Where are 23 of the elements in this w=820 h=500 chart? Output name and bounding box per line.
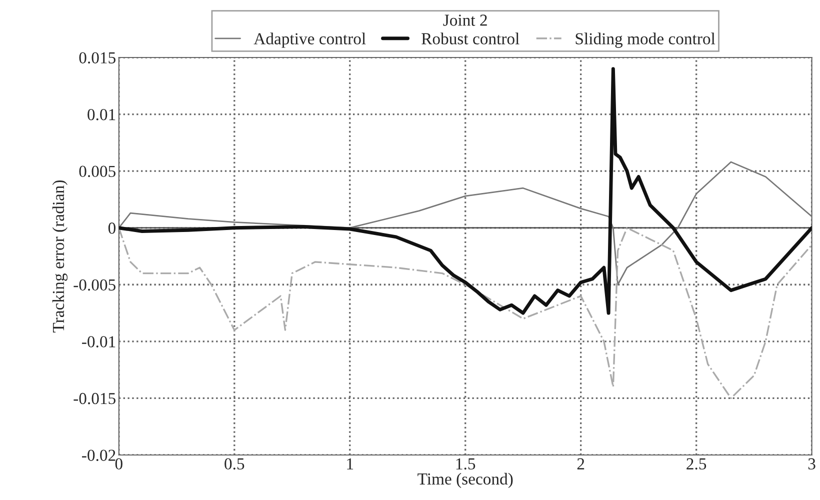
y-tick-label: 0.01 — [88, 108, 116, 120]
line-series — [118, 161, 812, 286]
line-series — [118, 227, 812, 400]
y-axis-title: Tracking error (radian) — [52, 180, 68, 332]
y-tick-label: -0.01 — [82, 336, 116, 348]
line-series — [118, 67, 812, 315]
legend-label: Sliding mode control — [576, 32, 716, 48]
legend-label: Adaptive control — [254, 32, 366, 48]
y-tick-label: -0.02 — [82, 450, 116, 462]
x-axis-title: Time (second) — [418, 472, 513, 488]
y-tick-label: 0.015 — [79, 52, 116, 64]
y-tick-label: -0.005 — [74, 279, 116, 291]
y-tick-label: 0 — [108, 222, 116, 234]
x-tick-label: 0.5 — [224, 458, 244, 470]
y-tick-label: -0.015 — [74, 392, 116, 404]
x-tick-label: 3 — [808, 458, 816, 470]
legend-title: Joint 2 — [443, 14, 487, 26]
y-tick-label: 0.005 — [79, 166, 116, 178]
x-tick-label: 1.5 — [456, 458, 476, 470]
x-tick-label: 2.5 — [686, 458, 706, 470]
legend-label: Robust control — [422, 32, 520, 44]
x-tick-label: 1 — [347, 458, 354, 470]
x-tick-label: 2 — [577, 458, 584, 470]
